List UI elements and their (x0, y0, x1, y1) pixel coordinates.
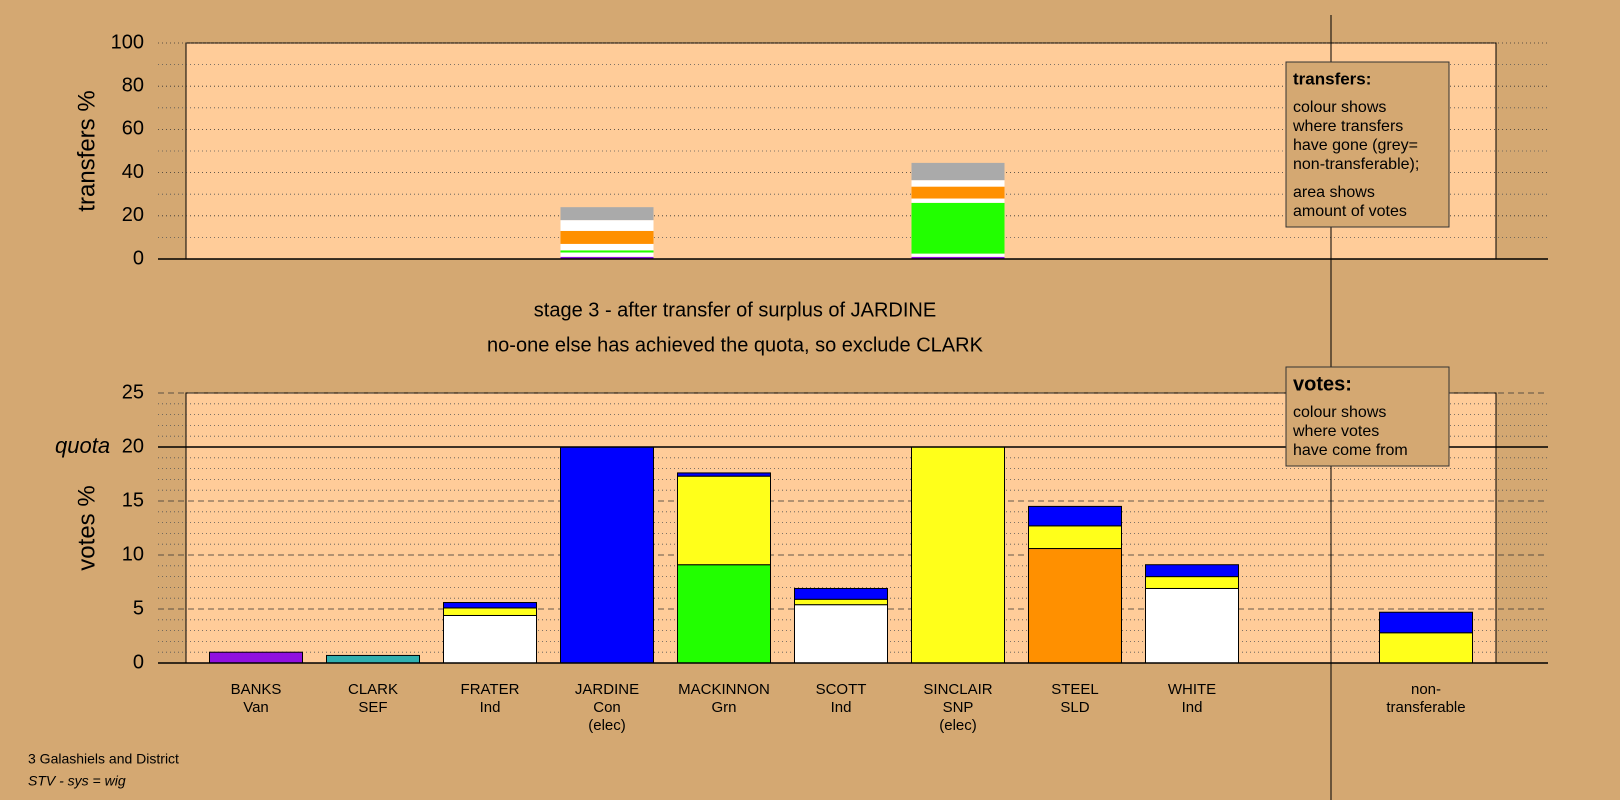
bar-segment (911, 202, 1005, 254)
bar-segment (911, 446, 1005, 664)
y-tick-label: 80 (122, 74, 144, 96)
note-text: where transfers (1292, 118, 1403, 135)
note-text: have gone (grey= (1293, 137, 1418, 154)
y-tick-label: 10 (122, 543, 144, 565)
bar-segment (1145, 564, 1239, 578)
note-title: votes: (1293, 373, 1352, 395)
bar-segment (1379, 632, 1473, 664)
x-tick-label: JARDINE (575, 681, 639, 698)
bar-segment (560, 220, 654, 231)
x-tick-label: MACKINNON (678, 681, 770, 698)
x-tick-label: FRATER (461, 681, 520, 698)
note-text: where votes (1292, 423, 1379, 440)
note-text: non-transferable); (1293, 156, 1419, 173)
x-tick-label: non- (1411, 681, 1441, 698)
quota-label: quota (55, 433, 110, 458)
x-tick-label: BANKS (231, 681, 282, 698)
bar-segment (794, 604, 888, 664)
x-tick-label: Ind (1182, 699, 1203, 716)
y-axis-label: votes % (73, 485, 100, 570)
bar-segment (677, 472, 771, 477)
x-tick-label: SCOTT (816, 681, 867, 698)
x-tick-label: SNP (943, 699, 974, 716)
note-text: have come from (1293, 442, 1408, 459)
note-text: area shows (1293, 184, 1375, 201)
bar-segment (560, 256, 654, 259)
stage-title: stage 3 - after transfer of surplus of J… (534, 299, 936, 321)
bar-segment (326, 654, 420, 664)
bar-segment (911, 162, 1005, 181)
y-tick-label: 20 (122, 204, 144, 226)
bar-segment (794, 587, 888, 600)
bar-segment (1379, 611, 1473, 634)
bar-segment (794, 598, 888, 606)
y-tick-label: 5 (133, 597, 144, 619)
plot-area (185, 42, 1497, 260)
note-text: colour shows (1293, 99, 1386, 116)
x-tick-label: (elec) (588, 717, 626, 734)
bar-segment (560, 207, 654, 221)
x-tick-label: Con (593, 699, 621, 716)
bar-segment (1028, 525, 1122, 550)
footer: 3 Galashiels and District (28, 751, 179, 767)
note-box (1285, 366, 1450, 467)
bar-segment (560, 243, 654, 251)
x-tick-label: SEF (358, 699, 387, 716)
bar-segment (560, 250, 654, 253)
chart-layer (158, 42, 1548, 664)
x-tick-label: (elec) (939, 717, 977, 734)
bar-segment (677, 564, 771, 664)
y-axis-label: transfers % (73, 90, 100, 211)
stage-note: no-one else has achieved the quota, so e… (487, 334, 984, 356)
x-tick-label: Ind (831, 699, 852, 716)
note-title: transfers: (1293, 69, 1371, 88)
bar-segment (911, 186, 1005, 199)
y-tick-label: 0 (133, 651, 144, 673)
x-tick-label: Van (243, 699, 269, 716)
note-text: colour shows (1293, 404, 1386, 421)
bar-segment (1028, 548, 1122, 664)
y-tick-label: 40 (122, 161, 144, 183)
x-tick-label: Grn (711, 699, 736, 716)
x-tick-label: STEEL (1051, 681, 1099, 698)
x-tick-label: SLD (1060, 699, 1089, 716)
y-tick-label: 25 (122, 381, 144, 403)
bar-segment (443, 614, 537, 664)
bar-segment (911, 253, 1005, 257)
footer: STV - sys = wig (28, 773, 126, 789)
y-tick-label: 15 (122, 489, 144, 511)
x-tick-label: SINCLAIR (923, 681, 992, 698)
note-text: amount of votes (1293, 203, 1407, 220)
y-tick-label: 100 (111, 31, 144, 53)
bar-segment (677, 475, 771, 566)
x-tick-label: WHITE (1168, 681, 1216, 698)
bar-segment (560, 230, 654, 244)
bar-segment (209, 651, 303, 664)
note-box (1285, 61, 1450, 228)
bar-segment (443, 607, 537, 616)
bar-segment (443, 602, 537, 609)
bar-segment (560, 252, 654, 257)
bar-segment (1145, 576, 1239, 589)
y-tick-label: 60 (122, 118, 144, 140)
bar-segment (1145, 587, 1239, 664)
x-tick-label: transferable (1386, 699, 1465, 716)
bar-segment (911, 256, 1005, 259)
y-tick-label: 20 (122, 435, 144, 457)
bar-segment (1028, 505, 1122, 527)
bar-segment (911, 180, 1005, 187)
bar-segment (911, 198, 1005, 203)
bar-segment (560, 446, 654, 664)
x-tick-label: CLARK (348, 681, 398, 698)
y-tick-label: 0 (133, 247, 144, 269)
x-tick-label: Ind (480, 699, 501, 716)
